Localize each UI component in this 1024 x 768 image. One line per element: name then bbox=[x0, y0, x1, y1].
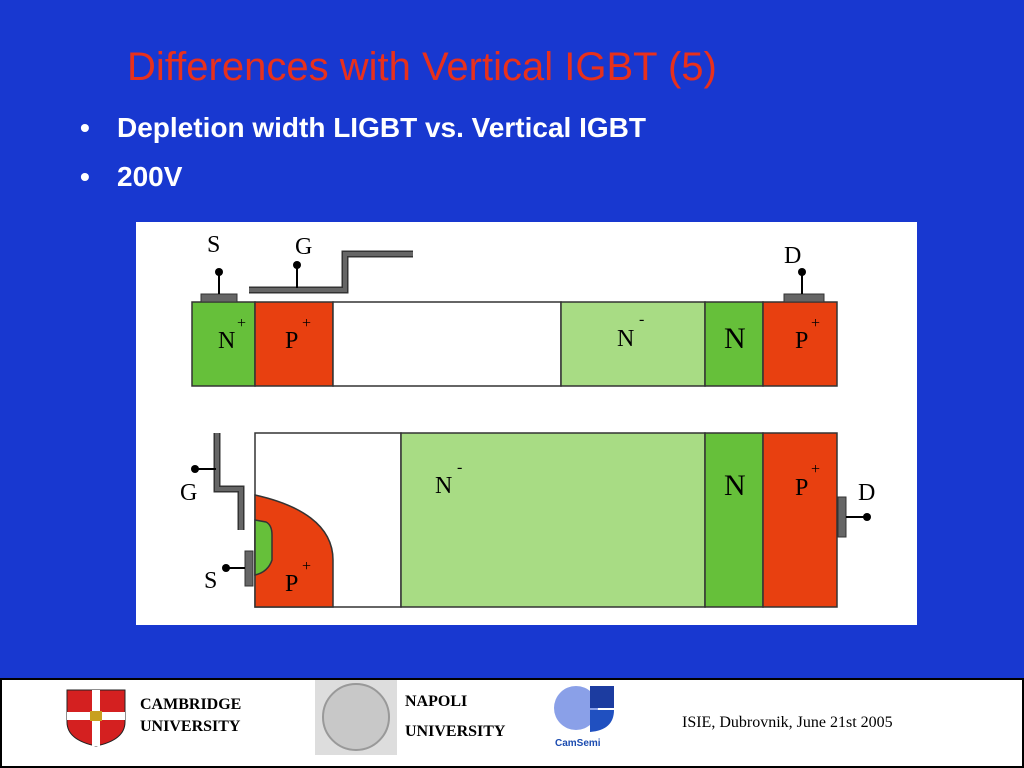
region-sup: + bbox=[302, 315, 311, 332]
region-label: P bbox=[285, 571, 298, 597]
lateral-device bbox=[191, 301, 838, 387]
region-sup: + bbox=[811, 461, 820, 478]
region-label: N bbox=[724, 322, 746, 355]
pin-dot bbox=[191, 465, 199, 473]
contact bbox=[200, 293, 238, 303]
napoli-seal bbox=[322, 683, 390, 751]
pin-dot bbox=[798, 268, 806, 276]
terminal-label: S bbox=[207, 232, 220, 258]
footer-text: CamSemi bbox=[555, 738, 601, 749]
pin-dot bbox=[863, 513, 871, 521]
terminal-label: S bbox=[204, 568, 217, 594]
gate bbox=[249, 252, 413, 292]
region-label: N bbox=[218, 328, 235, 354]
footer-text: CAMBRIDGE bbox=[140, 696, 241, 713]
region-sup: + bbox=[237, 315, 246, 332]
title: Differences with Vertical IGBT (5) bbox=[127, 45, 717, 89]
pin-dot bbox=[215, 268, 223, 276]
pin-dot bbox=[222, 564, 230, 572]
bullet-dot: • bbox=[80, 161, 90, 192]
footer-text: NAPOLI bbox=[405, 693, 467, 710]
contact bbox=[244, 550, 254, 587]
footer-text: ISIE, Dubrovnik, June 21st 2005 bbox=[682, 714, 893, 731]
terminal-label: D bbox=[784, 243, 801, 269]
region-sup: + bbox=[811, 315, 820, 332]
bullet: 200V bbox=[117, 161, 183, 192]
bullet: Depletion width LIGBT vs. Vertical IGBT bbox=[117, 112, 646, 143]
region-label: P bbox=[285, 328, 298, 354]
camsemi-logo bbox=[554, 686, 614, 732]
pin-dot bbox=[293, 261, 301, 269]
footer bbox=[0, 678, 1024, 768]
region-label: N bbox=[617, 326, 634, 352]
cambridge-crest bbox=[66, 689, 126, 747]
region-sup: - bbox=[639, 311, 644, 328]
footer-text: UNIVERSITY bbox=[140, 718, 241, 735]
terminal-label: G bbox=[295, 234, 312, 260]
region-sup: - bbox=[457, 459, 462, 476]
region-sup: + bbox=[302, 558, 311, 575]
region-label: N bbox=[435, 473, 452, 499]
bullet-dot: • bbox=[80, 112, 90, 143]
contact bbox=[837, 496, 847, 538]
region-label: N bbox=[724, 469, 746, 502]
terminal-label: G bbox=[180, 480, 197, 506]
region-label: P bbox=[795, 328, 808, 354]
vertical-device bbox=[254, 432, 838, 608]
terminal-label: D bbox=[858, 480, 875, 506]
contact bbox=[783, 293, 825, 303]
region-label: P bbox=[795, 475, 808, 501]
footer-text: UNIVERSITY bbox=[405, 723, 506, 740]
gate bbox=[215, 433, 243, 530]
